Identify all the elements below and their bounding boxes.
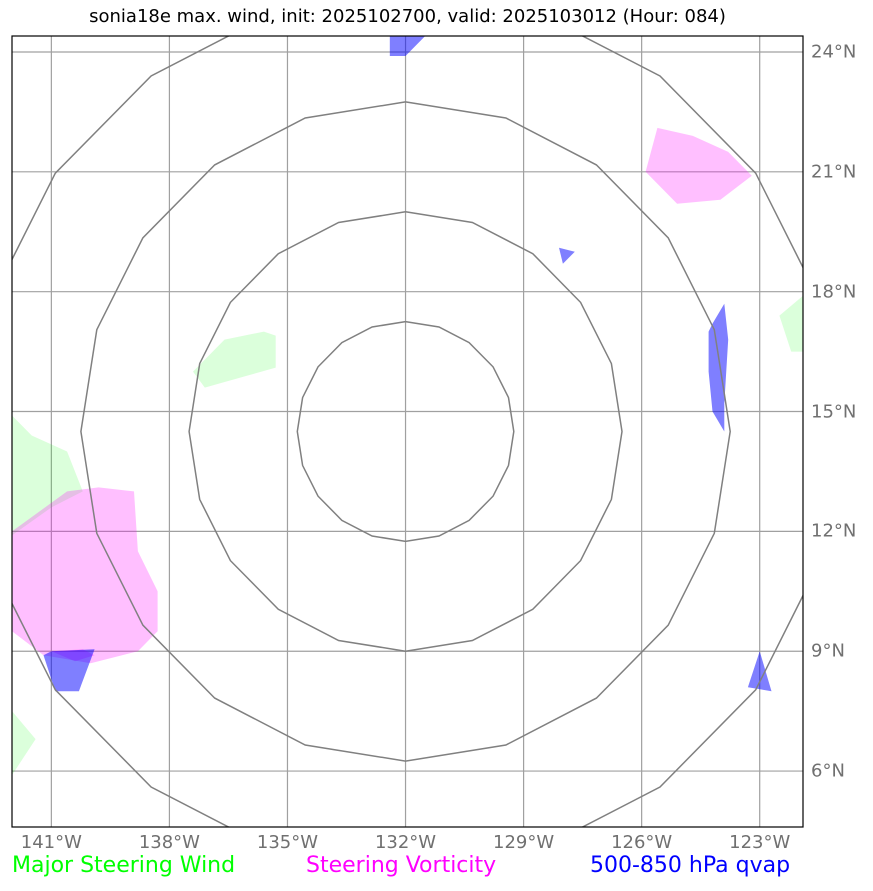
range-ring-2 <box>80 101 731 762</box>
lon-label-129w: 129°W <box>493 832 555 853</box>
qvap-area-1 <box>559 247 575 264</box>
lon-label-135w: 135°W <box>256 832 319 853</box>
steering-vorticity-area-0 <box>12 487 158 664</box>
legend-qvap: 500-850 hPa qvap <box>590 853 791 878</box>
range-ring-0 <box>296 320 515 543</box>
lon-label-123w: 123°W <box>729 832 791 853</box>
range-ring-1 <box>188 211 623 652</box>
legend-steering-vorticity: Steering Vorticity <box>306 853 497 878</box>
lat-label-21n: 21°N <box>811 161 857 183</box>
lon-label-138w: 138°W <box>138 832 200 853</box>
lon-label-132w: 132°W <box>374 832 437 853</box>
lat-label-24n: 24°N <box>811 41 857 63</box>
qvap-area-0 <box>389 36 426 56</box>
steering-wind-area-2 <box>779 295 803 352</box>
steering-wind-area-0 <box>12 415 83 536</box>
steering-wind-area-3 <box>12 711 36 776</box>
lat-label-15n: 15°N <box>811 401 857 423</box>
legend-steering-wind: Major Steering Wind <box>12 853 236 878</box>
range-ring-3 <box>12 36 803 827</box>
lat-label-6n: 6°N <box>811 760 845 782</box>
lat-label-12n: 12°N <box>811 520 857 542</box>
range-rings <box>12 36 803 827</box>
chart-title: sonia18e max. wind, init: 2025102700, va… <box>89 6 726 27</box>
lat-label-18n: 18°N <box>811 281 857 303</box>
lon-label-141w: 141°W <box>20 832 82 853</box>
lon-label-126w: 126°W <box>611 832 673 853</box>
data-overlays <box>12 36 803 776</box>
plot-frame <box>11 35 804 828</box>
qvap-area-4 <box>747 651 772 692</box>
qvap-area-3 <box>43 649 95 692</box>
lat-label-9n: 9°N <box>811 640 845 662</box>
steering-vorticity-area-1 <box>645 127 752 204</box>
qvap-area-2 <box>708 303 729 432</box>
steering-wind-area-1 <box>193 331 276 388</box>
